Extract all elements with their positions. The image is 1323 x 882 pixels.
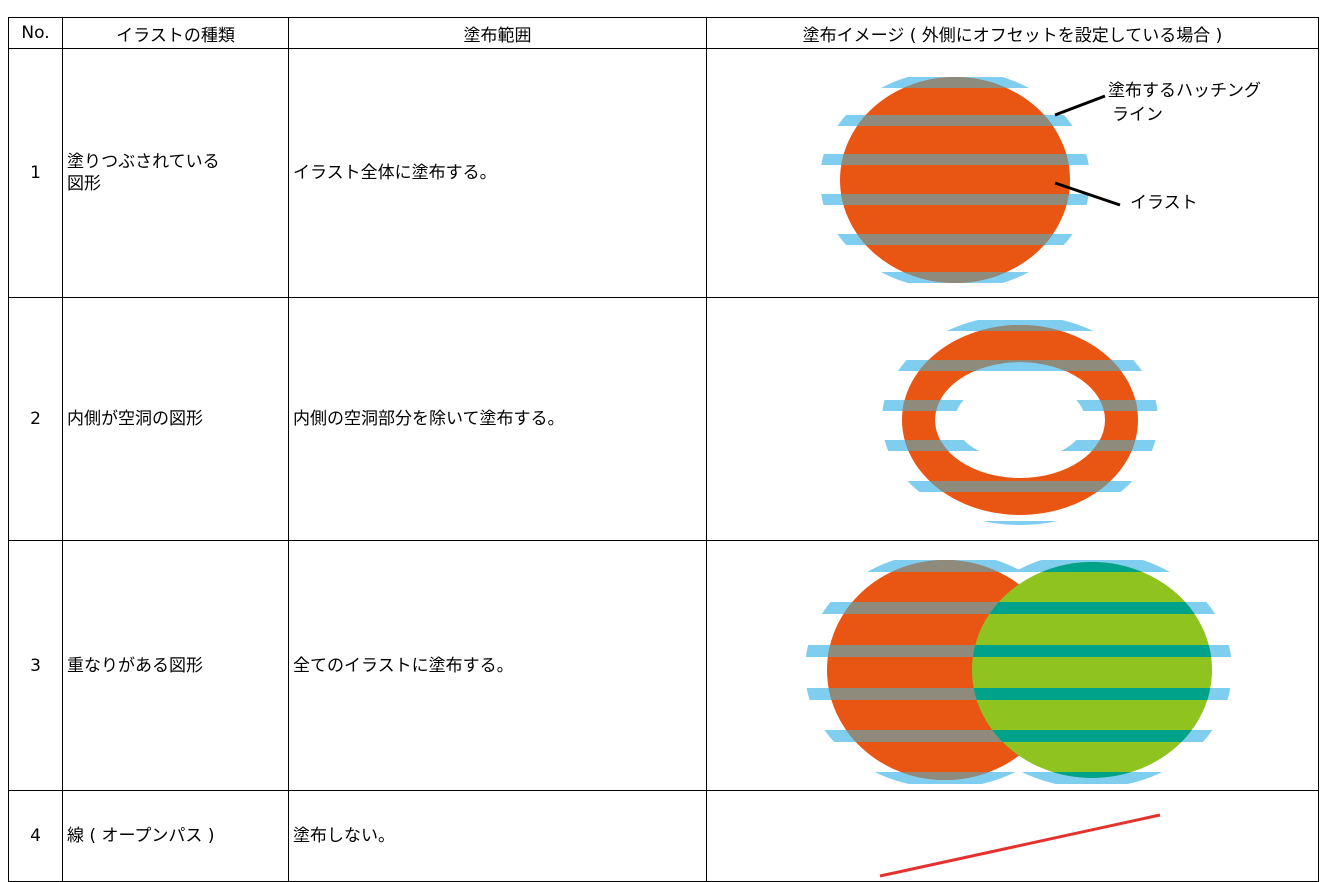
type-cell: 塗りつぶされている 図形 xyxy=(62,48,289,298)
type-text: 図形 xyxy=(67,174,101,194)
scope-cell: イラスト全体に塗布する。 xyxy=(288,48,707,298)
image-cell xyxy=(706,297,1319,541)
image-cell xyxy=(706,790,1319,882)
scope-cell: 塗布しない。 xyxy=(288,790,707,882)
header-row: No. イラストの種類 塗布範囲 塗布イメージ ( 外側にオフセットを設定してい… xyxy=(8,17,1319,49)
type-cell: 重なりがある図形 xyxy=(62,540,289,791)
image-cell xyxy=(706,540,1319,791)
type-text: 重なりがある図形 xyxy=(67,655,203,676)
type-text: 塗りつぶされている xyxy=(67,152,220,172)
table-row: 2 内側が空洞の図形 内側の空洞部分を除いて塗布する。 xyxy=(8,297,1319,541)
scope-cell: 全てのイラストに塗布する。 xyxy=(288,540,707,791)
no-cell: 2 xyxy=(8,297,63,541)
no-cell: 3 xyxy=(8,540,63,791)
header-cell: No. xyxy=(8,17,63,49)
header-cell: 塗布イメージ ( 外側にオフセットを設定している場合 ) xyxy=(706,17,1319,49)
no-cell: 1 xyxy=(8,48,63,298)
spec-table: No. イラストの種類 塗布範囲 塗布イメージ ( 外側にオフセットを設定してい… xyxy=(8,17,1319,882)
type-text: 内側が空洞の図形 xyxy=(67,409,203,429)
header-cell: イラストの種類 xyxy=(62,17,289,49)
scope-cell: 内側の空洞部分を除いて塗布する。 xyxy=(288,297,707,541)
table-row: 3 重なりがある図形 全てのイラストに塗布する。 xyxy=(8,540,1319,791)
type-text: 線 ( オープンパス ) xyxy=(67,826,215,846)
table-row: 1 塗りつぶされている 図形 イラスト全体に塗布する。 xyxy=(8,48,1319,298)
type-cell: 線 ( オープンパス ) xyxy=(62,790,289,882)
no-cell: 4 xyxy=(8,790,63,882)
image-cell xyxy=(706,48,1319,298)
header-cell: 塗布範囲 xyxy=(288,17,707,49)
type-cell: 内側が空洞の図形 xyxy=(62,297,289,541)
